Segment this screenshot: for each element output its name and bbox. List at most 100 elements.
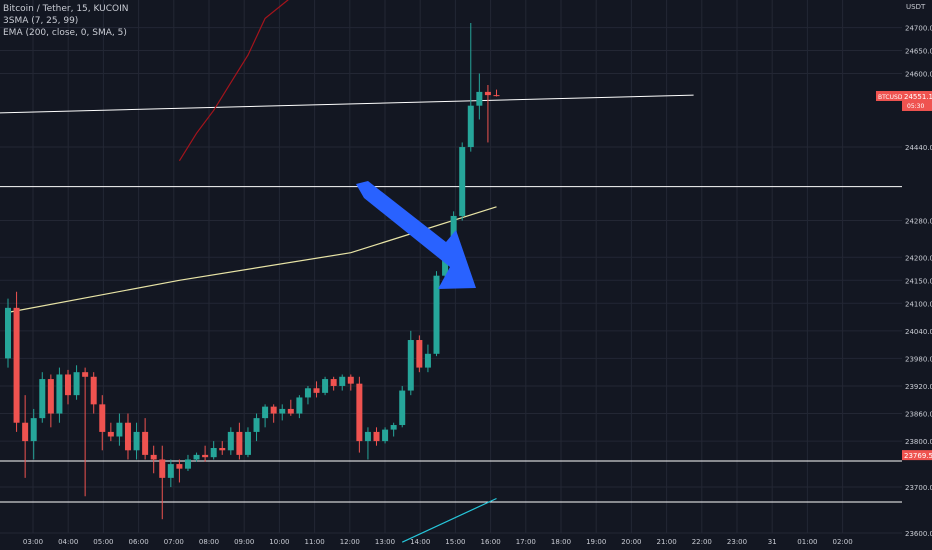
x-tick-label: 01:00 — [797, 538, 817, 546]
y-tick-label: 23920.0 — [905, 383, 932, 391]
y-tick-label: 24040.0 — [905, 328, 932, 336]
candle-up — [476, 91, 483, 106]
candle-up — [296, 397, 303, 414]
x-tick-label: 16:00 — [481, 538, 501, 546]
x-tick-label: 04:00 — [58, 538, 78, 546]
candle-down — [13, 307, 20, 423]
candle-up — [210, 447, 217, 458]
candle-up — [167, 464, 174, 478]
candle-up — [262, 406, 269, 419]
x-tick-label: 09:00 — [234, 538, 254, 546]
candle-down — [219, 447, 226, 451]
candle-down — [176, 464, 183, 469]
x-tick-label: 03:00 — [23, 538, 43, 546]
y-tick-label: 23600.0 — [905, 530, 932, 538]
y-tick-label: 23980.0 — [905, 355, 932, 363]
price-tag-label: 23769.5 — [904, 452, 932, 460]
price-axis-bg — [902, 0, 932, 550]
arrow-annotation — [356, 181, 476, 289]
candle-down — [47, 379, 54, 414]
candle-up — [304, 388, 311, 398]
x-tick-label: 11:00 — [305, 538, 325, 546]
candle-down — [484, 91, 491, 96]
sma-indicator-label[interactable]: 3SMA (7, 25, 99) — [3, 16, 79, 26]
x-tick-label: 19:00 — [586, 538, 606, 546]
x-tick-label: 12:00 — [340, 538, 360, 546]
candle-down — [22, 422, 29, 442]
x-tick-label: 18:00 — [551, 538, 571, 546]
price-tag — [902, 450, 932, 461]
x-tick-label: 02:00 — [833, 538, 853, 546]
candle-down — [347, 376, 354, 384]
candle-down — [313, 388, 320, 393]
candle-down — [99, 404, 106, 432]
candle-down — [142, 431, 149, 455]
candle-up — [364, 431, 371, 442]
x-tick-label: 31 — [768, 538, 777, 546]
x-tick-label: 23:00 — [727, 538, 747, 546]
candle-down — [90, 376, 97, 405]
last-price-value: 24551.1 — [904, 93, 932, 101]
y-tick-label: 23800.0 — [905, 438, 932, 446]
last-price-tag — [902, 90, 932, 111]
candle-down — [82, 372, 89, 377]
y-tick-label: 24600.0 — [905, 71, 932, 79]
symbol-title[interactable]: Bitcoin / Tether, 15, KUCOIN — [3, 4, 129, 14]
price-axis[interactable]: 24700.0 24650.0 24600.0 24440.0 24280.0 24200… — [902, 0, 932, 550]
y-tick-label: 23700.0 — [905, 484, 932, 492]
y-tick-label: 24650.0 — [905, 48, 932, 56]
horizontal-levels[interactable]: 24353.823756.623667.4 — [0, 94, 932, 508]
y-tick-label: 24280.0 — [905, 218, 932, 226]
candle-up — [442, 257, 449, 276]
x-tick-label: 10:00 — [269, 538, 289, 546]
candle-up — [5, 307, 11, 359]
symbol-tag-label: BTCUSDT — [878, 94, 906, 101]
sma7-line — [178, 0, 289, 162]
candle-down — [150, 454, 157, 460]
candle-up — [30, 418, 37, 442]
candle-down — [356, 383, 363, 442]
candle-up — [116, 422, 123, 437]
candle-up — [133, 431, 140, 451]
y-tick-label: 24150.0 — [905, 277, 932, 285]
y-tick-label: 23860.0 — [905, 411, 932, 419]
candle-down — [124, 422, 131, 451]
x-tick-label: 15:00 — [445, 538, 465, 546]
candle-up — [399, 390, 406, 426]
candle-up — [322, 379, 329, 393]
time-axis[interactable]: 03:00 04:00 05:00 06:00 07:00 08:00 09:00 10:00… — [23, 538, 853, 546]
candle-up — [253, 418, 260, 432]
candle-down — [330, 379, 337, 386]
candle-up — [424, 353, 431, 368]
candle-down — [373, 431, 380, 442]
candle-up — [390, 425, 397, 430]
y-tick-label: 24200.0 — [905, 254, 932, 262]
candle-down — [159, 459, 166, 478]
grid-layer — [0, 0, 902, 534]
x-tick-label: 07:00 — [164, 538, 184, 546]
candle-down — [287, 408, 294, 414]
ema-indicator-label[interactable]: EMA (200, close, 0, SMA, 5) — [3, 28, 127, 38]
x-tick-label: 14:00 — [410, 538, 430, 546]
candle-up — [433, 275, 440, 354]
candle-up — [244, 431, 251, 455]
candle-up — [382, 429, 389, 442]
candle-up — [407, 340, 414, 391]
x-tick-label: 13:00 — [375, 538, 395, 546]
candle-down — [236, 431, 243, 455]
candle-up — [56, 374, 63, 414]
candle-up — [184, 459, 191, 469]
currency-label: USDT — [906, 3, 926, 11]
x-tick-label: 08:00 — [199, 538, 219, 546]
candle-down — [202, 454, 209, 458]
x-tick-label: 05:00 — [93, 538, 113, 546]
candle-down — [416, 340, 423, 368]
candle-up — [39, 379, 46, 419]
chart-legend: Bitcoin / Tether, 15, KUCOIN 3SMA (7, 25… — [3, 3, 129, 39]
candles-layer — [5, 22, 500, 520]
y-tick-label: 24100.0 — [905, 300, 932, 308]
y-tick-label: 24700.0 — [905, 25, 932, 33]
trendline — [0, 94, 694, 114]
